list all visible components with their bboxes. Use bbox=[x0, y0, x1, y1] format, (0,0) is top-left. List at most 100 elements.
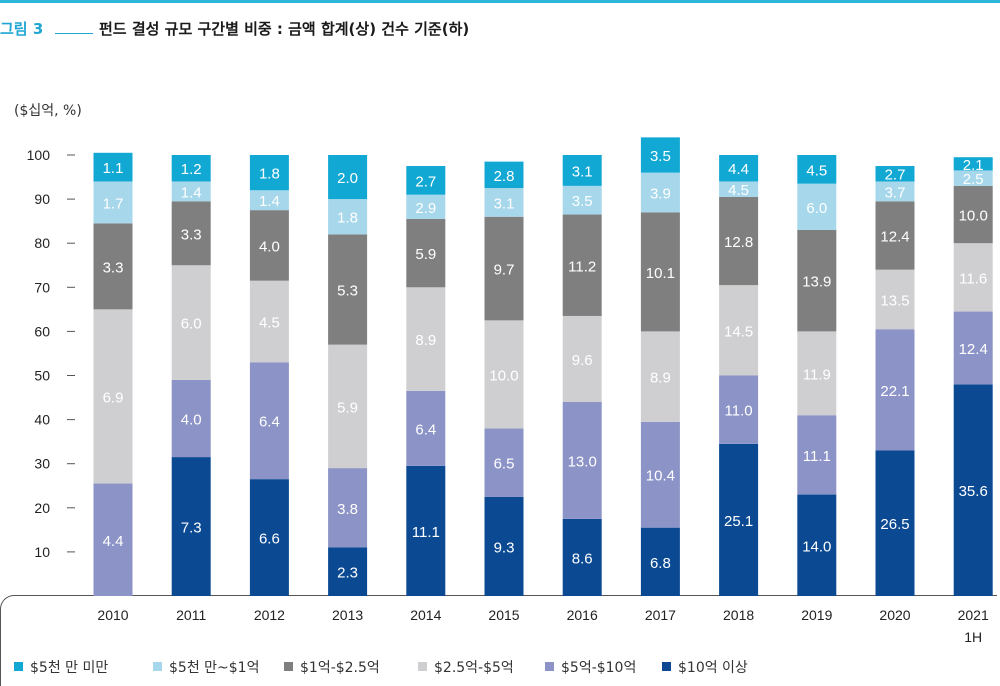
bar-segment bbox=[953, 384, 993, 596]
data-label: 3.3 bbox=[103, 259, 124, 276]
x-tick-label: 2011 bbox=[176, 607, 206, 623]
bar-segment bbox=[328, 547, 368, 596]
bar-segment bbox=[640, 212, 680, 332]
bar-segment bbox=[562, 401, 602, 519]
x-tick-label: 2012 bbox=[254, 607, 285, 623]
x-tick-label: 2021 bbox=[958, 607, 989, 623]
bar-segment bbox=[875, 201, 915, 270]
data-label: 6.4 bbox=[415, 421, 436, 438]
y-tick-label: 40 bbox=[34, 412, 50, 428]
data-label: 1.4 bbox=[259, 193, 280, 210]
bar-segment bbox=[953, 157, 993, 171]
legend-label: $2.5억-$5억 bbox=[434, 660, 514, 676]
data-label: 4.0 bbox=[259, 238, 280, 255]
data-label: 1.8 bbox=[337, 210, 358, 227]
x-tick-label: 2013 bbox=[332, 607, 363, 623]
y-tick-label: 80 bbox=[34, 235, 50, 251]
bar-segment bbox=[797, 155, 837, 184]
data-label: 6.5 bbox=[494, 456, 515, 473]
data-label: 10.4 bbox=[646, 468, 675, 485]
bar-segment bbox=[562, 214, 602, 316]
data-label: 1.7 bbox=[103, 195, 124, 212]
bar-segment bbox=[249, 155, 289, 191]
data-label: 4.5 bbox=[259, 314, 280, 331]
bar-segment bbox=[484, 320, 524, 429]
data-label: 25.1 bbox=[724, 513, 753, 530]
x-tick-label: 1H bbox=[964, 629, 982, 645]
x-tick-label: 2015 bbox=[488, 607, 519, 623]
bar-segment bbox=[719, 443, 759, 596]
data-label: 5.9 bbox=[337, 399, 358, 416]
data-label: 2.9 bbox=[415, 200, 436, 217]
bar-segment bbox=[719, 196, 759, 286]
data-label: 2.8 bbox=[494, 168, 515, 185]
y-tick-label: 30 bbox=[34, 456, 50, 472]
data-label: 5.9 bbox=[415, 246, 436, 263]
bar-segment bbox=[171, 201, 211, 266]
legend-swatch bbox=[545, 662, 554, 671]
data-label: 3.5 bbox=[572, 193, 593, 210]
bar-segment bbox=[93, 181, 133, 224]
data-label: 12.4 bbox=[959, 341, 988, 358]
data-label: 8.6 bbox=[572, 550, 593, 567]
bar-segment bbox=[797, 183, 837, 230]
bar-segment bbox=[562, 155, 602, 186]
header-rule bbox=[0, 0, 1000, 3]
data-label: 6.0 bbox=[806, 200, 827, 217]
data-label: 6.9 bbox=[103, 389, 124, 406]
data-label: 3.1 bbox=[572, 163, 593, 180]
x-tick-label: 2018 bbox=[723, 607, 754, 623]
y-tick-label: 90 bbox=[34, 191, 50, 207]
bar-segment bbox=[640, 331, 680, 422]
x-tick-label: 2020 bbox=[879, 607, 910, 623]
bar-segment bbox=[249, 362, 289, 480]
bar-segment bbox=[484, 188, 524, 217]
bar-segment bbox=[406, 465, 446, 596]
y-axis-unit: ($십억, %) bbox=[14, 103, 82, 119]
data-label: 3.8 bbox=[337, 501, 358, 518]
legend-label: $1억-$2.5억 bbox=[300, 660, 380, 676]
bar-segment bbox=[640, 527, 680, 596]
bar-segment bbox=[562, 185, 602, 215]
bar-segment bbox=[719, 285, 759, 376]
bar-segment bbox=[328, 155, 368, 200]
bar-segment bbox=[171, 181, 211, 202]
data-label: 9.7 bbox=[494, 262, 515, 279]
bar-segment bbox=[93, 483, 133, 596]
data-label: 9.6 bbox=[572, 352, 593, 369]
y-tick-label: 60 bbox=[34, 323, 50, 339]
bar-segment bbox=[406, 287, 446, 391]
bar-segment bbox=[484, 428, 524, 497]
data-label: 1.1 bbox=[103, 160, 124, 177]
bar-segment bbox=[953, 185, 993, 244]
data-label: 6.0 bbox=[181, 316, 202, 333]
bar-segment bbox=[797, 494, 837, 596]
bar-segment bbox=[484, 496, 524, 596]
data-label: 10.0 bbox=[959, 208, 988, 225]
bar-segment bbox=[406, 166, 446, 195]
stacked-bar-chart: 10 20 30 40 50 60 70 80 90 100 4.4 6.9 3.3 1.7 1.1 2010… bbox=[27, 137, 993, 645]
bar-segment bbox=[328, 234, 368, 345]
bar-segment bbox=[249, 190, 289, 211]
data-label: 1.8 bbox=[259, 166, 280, 183]
y-tick-label: 100 bbox=[27, 147, 51, 163]
bar-segment bbox=[249, 479, 289, 596]
y-tick-label: 10 bbox=[34, 544, 50, 560]
x-tick-label: 2010 bbox=[97, 607, 128, 623]
bar-segment bbox=[875, 450, 915, 596]
data-label: 3.5 bbox=[650, 148, 671, 165]
bar-segment bbox=[640, 137, 680, 173]
figure-number: 그림 3 bbox=[0, 20, 44, 38]
data-label: 11.2 bbox=[568, 258, 596, 275]
data-label: 12.8 bbox=[724, 234, 753, 251]
data-label: 5.3 bbox=[337, 283, 358, 300]
bar-segment bbox=[484, 216, 524, 321]
legend-swatch bbox=[284, 662, 293, 671]
bar-segment bbox=[249, 280, 289, 363]
bar-segment bbox=[249, 210, 289, 281]
x-tick-label: 2019 bbox=[801, 607, 832, 623]
bar-segment bbox=[640, 421, 680, 528]
data-label: 22.1 bbox=[880, 383, 909, 400]
data-label: 7.3 bbox=[181, 520, 202, 537]
data-label: 3.7 bbox=[885, 184, 906, 201]
